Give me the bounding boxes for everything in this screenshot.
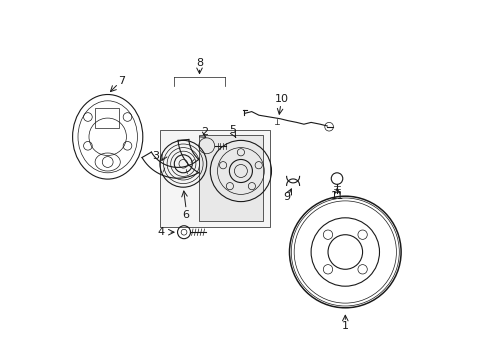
Bar: [199, 135, 262, 221]
Bar: [160, 130, 269, 227]
Text: 9: 9: [283, 192, 289, 202]
Text: 1: 1: [341, 321, 348, 331]
Text: 7: 7: [118, 76, 125, 86]
Text: 8: 8: [196, 58, 203, 68]
Bar: [95, 108, 118, 128]
Text: 4: 4: [157, 227, 164, 237]
Text: 3: 3: [152, 150, 159, 161]
Text: 6: 6: [183, 210, 189, 220]
Text: 10: 10: [275, 94, 289, 104]
Text: 2: 2: [201, 127, 208, 137]
Text: 11: 11: [330, 191, 343, 201]
Text: 5: 5: [229, 125, 236, 135]
